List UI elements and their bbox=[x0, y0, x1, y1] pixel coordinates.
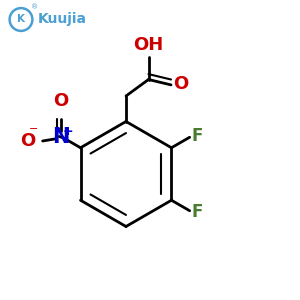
Text: OH: OH bbox=[134, 36, 164, 54]
Text: O: O bbox=[20, 132, 35, 150]
Text: N: N bbox=[52, 127, 69, 146]
Text: F: F bbox=[191, 127, 202, 145]
Text: ®: ® bbox=[31, 4, 38, 10]
Text: Kuujia: Kuujia bbox=[38, 12, 86, 26]
Text: −: − bbox=[29, 124, 38, 134]
Text: K: K bbox=[17, 14, 25, 25]
Text: O: O bbox=[173, 75, 189, 93]
Text: O: O bbox=[53, 92, 68, 110]
Text: F: F bbox=[191, 203, 202, 221]
Text: +: + bbox=[63, 125, 74, 138]
